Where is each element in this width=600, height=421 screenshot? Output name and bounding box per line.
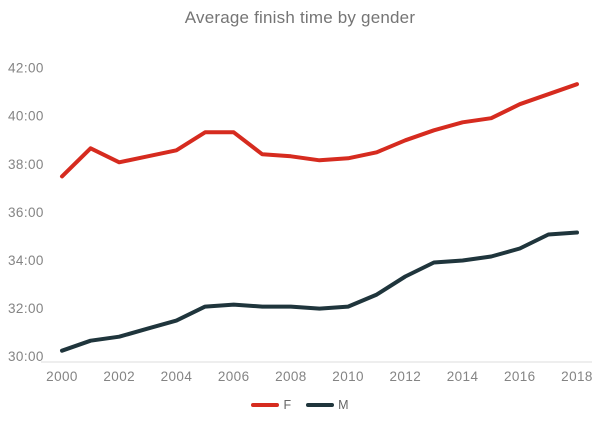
y-tick-label: 32:00: [8, 301, 44, 316]
y-tick-label: 42:00: [8, 61, 44, 76]
x-tick-label: 2010: [332, 369, 364, 384]
x-tick-label: 2004: [161, 369, 193, 384]
y-tick-label: 36:00: [8, 205, 44, 220]
legend-swatch-f-icon: [251, 403, 280, 407]
legend-swatch-m-icon: [306, 403, 335, 407]
x-axis-labels: 2000 2002 2004 2006 2008 2010 2012 2014 2016 2018: [46, 369, 593, 384]
legend-label-f: F: [283, 398, 292, 412]
x-tick-label: 2006: [218, 369, 250, 384]
y-tick-label: 30:00: [8, 349, 44, 364]
chart-legend: F M: [0, 398, 600, 412]
series-line-f: [60, 82, 579, 179]
x-tick-label: 2012: [390, 369, 422, 384]
series-line-m: [60, 230, 579, 353]
y-tick-label: 34:00: [8, 253, 44, 268]
chart-title: Average finish time by gender: [184, 8, 416, 27]
legend-label-m: M: [338, 398, 349, 412]
x-tick-label: 2014: [447, 369, 479, 384]
y-tick-label: 40:00: [8, 109, 44, 124]
y-tick-label: 38:00: [8, 157, 44, 172]
legend-item-m: M: [306, 398, 349, 412]
x-tick-label: 2008: [275, 369, 307, 384]
y-axis-labels: 30:00 32:00 34:00 36:00 38:00 40:00 42:00: [8, 61, 44, 365]
series-lines: [60, 82, 579, 353]
x-tick-label: 2018: [561, 369, 593, 384]
legend-item-f: F: [251, 398, 291, 412]
x-tick-label: 2002: [103, 369, 135, 384]
x-tick-label: 2000: [46, 369, 78, 384]
x-tick-label: 2016: [504, 369, 536, 384]
